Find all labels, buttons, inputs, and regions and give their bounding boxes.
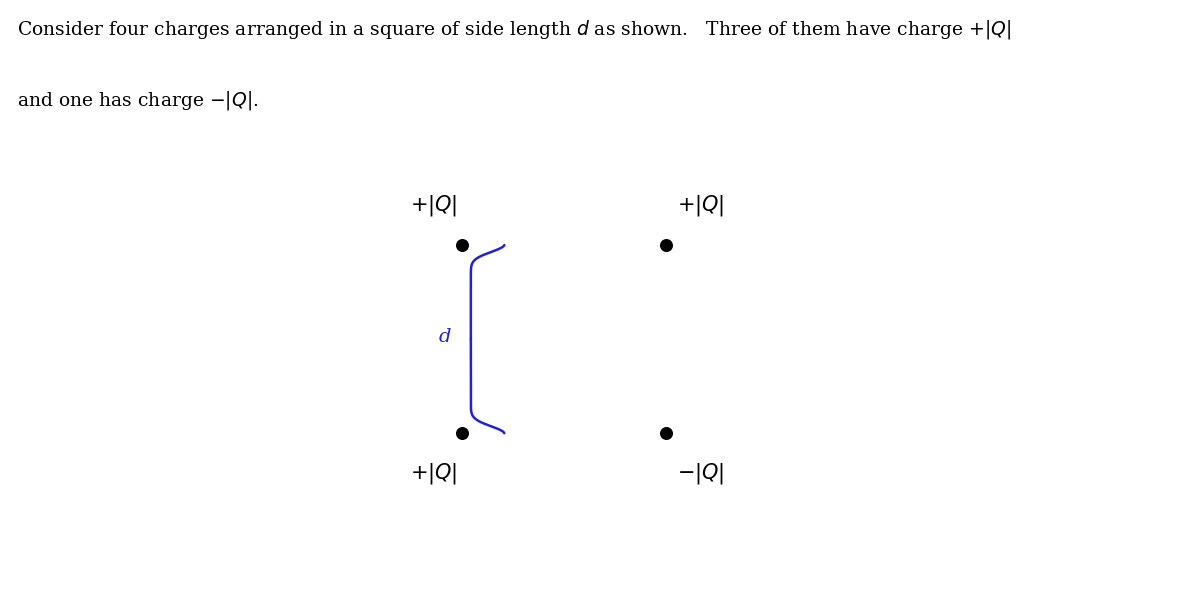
Point	[656, 428, 676, 438]
Text: Consider four charges arranged in a square of side length $d$ as shown.   Three : Consider four charges arranged in a squa…	[17, 18, 1012, 42]
Text: $+|Q|$: $+|Q|$	[677, 192, 725, 218]
Text: $+|Q|$: $+|Q|$	[410, 192, 457, 218]
Text: and one has charge $-|Q|$.: and one has charge $-|Q|$.	[17, 89, 258, 112]
Point	[452, 240, 472, 250]
Point	[656, 240, 676, 250]
Text: d: d	[438, 327, 451, 346]
Point	[452, 428, 472, 438]
Text: $+|Q|$: $+|Q|$	[410, 461, 457, 486]
Text: $-|Q|$: $-|Q|$	[677, 461, 725, 486]
